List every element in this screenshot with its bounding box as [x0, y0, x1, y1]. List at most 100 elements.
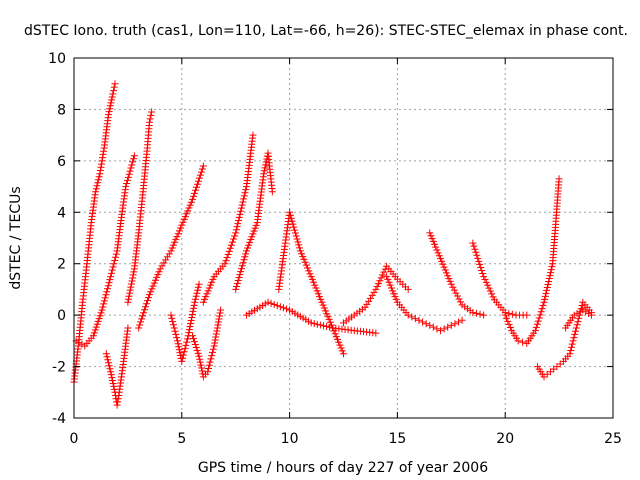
data-point: [106, 105, 114, 113]
x-tick-label: 5: [177, 431, 186, 447]
data-point: [192, 186, 200, 194]
data-point: [306, 270, 314, 278]
data-point: [292, 232, 300, 240]
data-point: [267, 299, 275, 307]
data-point: [279, 304, 287, 312]
data-point: [330, 327, 338, 335]
data-point: [204, 287, 212, 295]
data-point: [182, 341, 190, 349]
data-point: [195, 352, 203, 360]
data-point: [125, 170, 133, 178]
data-point: [93, 182, 101, 190]
data-point: [236, 210, 244, 218]
y-tick-label: 8: [57, 102, 66, 118]
data-point: [383, 273, 391, 281]
data-point: [137, 318, 145, 326]
data-point: [325, 315, 333, 323]
data-point: [171, 238, 179, 246]
data-point: [537, 308, 545, 316]
data-point: [323, 310, 331, 318]
data-point: [198, 367, 206, 375]
data-point: [295, 241, 303, 249]
data-point: [573, 309, 581, 317]
data-point: [109, 90, 117, 98]
data-point: [444, 323, 452, 331]
data-point: [337, 344, 345, 352]
data-point: [264, 298, 272, 306]
data-point: [291, 226, 299, 234]
data-point: [128, 161, 136, 169]
data-point: [175, 343, 183, 351]
data-point: [376, 277, 384, 285]
data-point: [370, 288, 378, 296]
data-point: [240, 256, 248, 264]
data-point: [323, 323, 331, 331]
data-point: [545, 278, 553, 286]
data-point: [514, 337, 522, 345]
data-point: [107, 368, 115, 376]
data-point: [104, 356, 112, 364]
data-point: [191, 298, 199, 306]
data-point: [299, 253, 307, 261]
data-point: [150, 279, 158, 287]
data-point: [286, 211, 294, 219]
data-point: [538, 305, 546, 313]
data-point: [570, 311, 578, 319]
data-point: [214, 321, 222, 329]
data-point: [472, 248, 480, 256]
data-point: [387, 284, 395, 292]
data-point: [173, 337, 181, 345]
data-point: [368, 291, 376, 299]
data-point: [317, 295, 325, 303]
data-point: [103, 353, 111, 361]
data-point: [208, 352, 216, 360]
data-point: [180, 348, 188, 356]
data-point: [363, 300, 371, 308]
data-point: [106, 276, 114, 284]
series-arc-a: [70, 80, 119, 386]
data-point: [148, 108, 156, 116]
data-point: [181, 213, 189, 221]
data-point: [234, 220, 242, 228]
data-point: [109, 377, 116, 385]
series-arc-q: [534, 298, 595, 381]
data-point: [433, 246, 441, 254]
data-point: [177, 224, 185, 232]
data-point: [566, 350, 574, 358]
data-point: [567, 347, 575, 354]
series-arc-n: [426, 229, 488, 319]
data-point: [207, 281, 215, 289]
data-point: [582, 308, 590, 316]
data-point: [122, 183, 130, 191]
data-point: [160, 259, 168, 267]
data-point: [187, 320, 195, 328]
data-point: [138, 315, 146, 323]
data-point: [334, 335, 342, 343]
data-point: [96, 170, 104, 178]
data-point: [404, 311, 412, 319]
data-point: [100, 300, 108, 308]
data-point: [98, 306, 106, 314]
data-point: [216, 312, 224, 320]
data-point: [187, 317, 195, 325]
data-point: [477, 263, 485, 271]
data-point: [198, 165, 206, 173]
data-point: [571, 330, 579, 338]
data-point: [426, 229, 434, 237]
data-point: [585, 309, 593, 317]
data-point: [384, 275, 392, 283]
data-point: [108, 93, 116, 101]
data-point: [268, 188, 276, 196]
data-point: [476, 310, 484, 318]
data-point: [104, 282, 112, 290]
data-point: [112, 250, 120, 258]
data-point: [107, 371, 115, 379]
data-point: [446, 277, 454, 285]
data-point: [235, 217, 243, 225]
data-point: [587, 311, 595, 319]
data-point: [114, 398, 122, 406]
data-point: [390, 290, 398, 298]
data-point: [294, 238, 302, 246]
data-point: [298, 250, 306, 258]
